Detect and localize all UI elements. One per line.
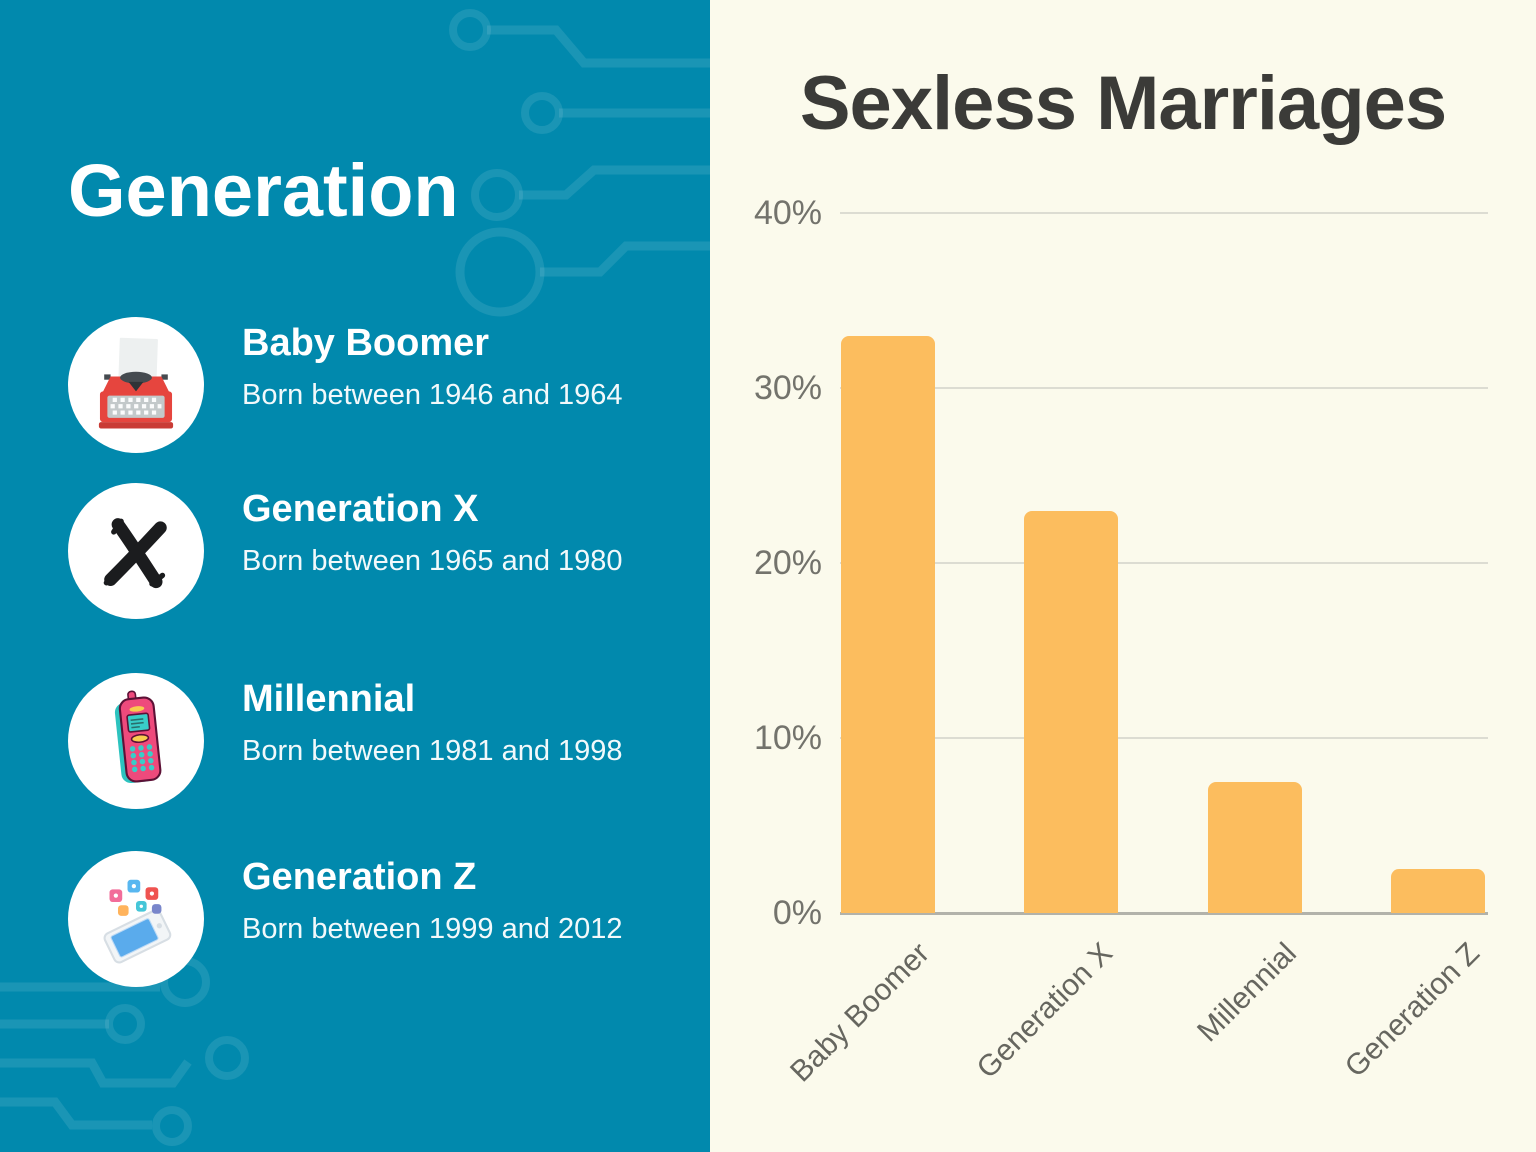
list-item-generation-z: Generation Z Born between 1999 and 2012	[68, 851, 623, 987]
page-title: Generation	[68, 149, 459, 232]
y-axis-tick-label: 10%	[753, 719, 822, 757]
y-axis-tick-label: 20%	[753, 544, 822, 582]
item-title: Baby Boomer	[242, 322, 490, 364]
x-axis-category-label: Baby Boomer	[784, 936, 936, 1089]
bar	[841, 335, 935, 913]
gridline	[840, 737, 1488, 739]
list-item-millennial: Millennial Born between 1981 and 1998	[68, 673, 623, 809]
item-subtitle: Born between 1965 and 1980	[242, 544, 623, 577]
item-subtitle: Born between 1981 and 1998	[242, 734, 623, 767]
icon-circle	[68, 483, 204, 619]
icon-circle	[68, 673, 204, 809]
right-panel: Sexless Marriages 40% 30% 20% 10% 0% Baby Boo…	[710, 0, 1536, 1152]
icon-circle	[68, 317, 204, 453]
chart-title: Sexless Marriages	[799, 61, 1447, 146]
y-axis-tick-label: 40%	[753, 194, 822, 232]
item-title: Generation X	[242, 488, 479, 530]
typewriter-icon	[98, 337, 174, 429]
smartphone-apps-icon	[103, 879, 172, 964]
list-item-baby-boomer: Baby Boomer Born between 1946 and 1964	[68, 317, 623, 453]
left-panel: Generation	[0, 0, 710, 1152]
bar	[1390, 869, 1485, 913]
list-item-generation-x: Generation X Born between 1965 and 1980	[68, 483, 623, 619]
item-title: Millennial	[242, 678, 416, 720]
gridline	[840, 212, 1488, 214]
item-subtitle: Born between 1999 and 2012	[242, 912, 623, 945]
retro-phone-icon	[114, 690, 162, 784]
bar	[1024, 510, 1119, 913]
gridline	[840, 387, 1488, 389]
icon-circle	[68, 851, 204, 987]
y-axis-tick-label: 0%	[772, 894, 822, 932]
x-axis-line	[840, 912, 1488, 915]
item-title: Generation Z	[242, 856, 477, 898]
gridline	[840, 562, 1488, 564]
bar	[1207, 781, 1302, 913]
item-subtitle: Born between 1946 and 1964	[242, 378, 623, 411]
scribble-x-icon	[103, 518, 167, 589]
y-axis-tick-label: 30%	[753, 369, 822, 407]
